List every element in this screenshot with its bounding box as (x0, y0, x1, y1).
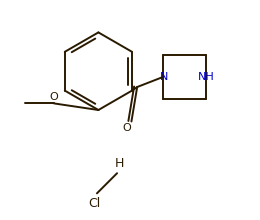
Text: Cl: Cl (89, 197, 101, 210)
Text: NH: NH (198, 72, 214, 82)
Text: H: H (115, 157, 124, 170)
Text: N: N (160, 72, 169, 82)
Text: O: O (122, 123, 131, 133)
Text: O: O (49, 92, 58, 102)
